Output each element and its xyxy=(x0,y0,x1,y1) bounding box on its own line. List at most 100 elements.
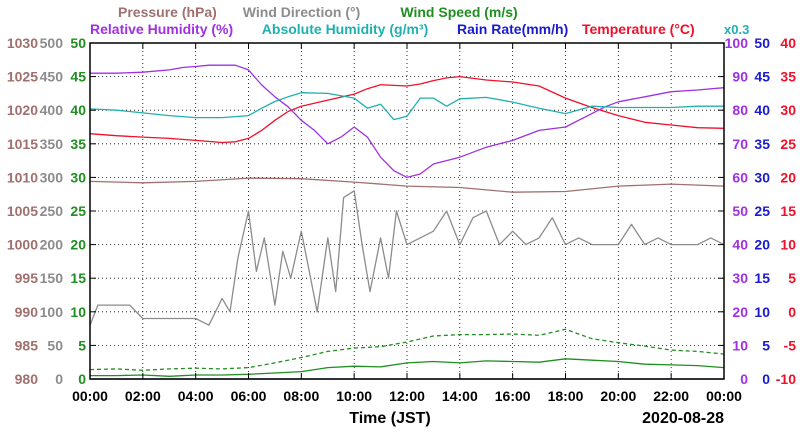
x-tick-label: 22:00 xyxy=(653,388,689,404)
wind-direction-tick-label: 400 xyxy=(40,102,64,118)
wind-speed-tick-label: 50 xyxy=(70,35,86,51)
temperature-tick-label: 15 xyxy=(780,203,796,219)
temperature-tick-label: 30 xyxy=(780,102,796,118)
wind-direction-tick-label: 500 xyxy=(40,35,64,51)
wind-direction-tick-label: 0 xyxy=(55,371,63,387)
x-tick-label: 06:00 xyxy=(231,388,267,404)
wind-direction-tick-label: 100 xyxy=(40,304,64,320)
humidity-tick-label: 90 xyxy=(732,69,748,85)
wind-speed-tick-label: 5 xyxy=(78,337,86,353)
temperature-tick-label: 5 xyxy=(788,270,796,286)
pressure-tick-label: 990 xyxy=(15,304,39,320)
temperature-tick-label: 10 xyxy=(780,237,796,253)
humidity-tick-label: 20 xyxy=(732,304,748,320)
legend-note: x0.3 xyxy=(724,22,749,37)
legend: Pressure (hPa) Wind Direction (°) Wind Spe… xyxy=(90,4,749,37)
rain-rate-tick-label: 45 xyxy=(754,69,770,85)
rain-rate-tick-label: 25 xyxy=(754,203,770,219)
pressure-tick-label: 985 xyxy=(15,337,39,353)
humidity-tick-label: 10 xyxy=(732,337,748,353)
rain-rate-tick-label: 15 xyxy=(754,270,770,286)
wind-speed-tick-label: 40 xyxy=(70,102,86,118)
wind-direction-tick-label: 50 xyxy=(47,337,63,353)
relative-humidity-line xyxy=(90,64,725,179)
pressure-hpa-line xyxy=(89,177,725,193)
temperature-tick-label: 35 xyxy=(780,69,796,85)
humidity-tick-label: 0 xyxy=(740,371,748,387)
wind-direction-tick-label: 300 xyxy=(40,169,64,185)
temperature-tick-label: -5 xyxy=(784,337,797,353)
wind-speed-tick-label: 45 xyxy=(70,69,86,85)
axis-tick-labels: 1030102510201015101010051000995990985980… xyxy=(7,35,796,404)
temperature-tick-label: -10 xyxy=(776,371,796,387)
temperature-tick-label: 0 xyxy=(788,304,796,320)
wind-speed-tick-label: 25 xyxy=(70,203,86,219)
legend-item: Temperature (°C) xyxy=(582,21,695,37)
grid-lines xyxy=(90,43,724,379)
x-tick-label: 04:00 xyxy=(178,388,214,404)
humidity-tick-label: 30 xyxy=(732,270,748,286)
temperature-c-line xyxy=(89,75,725,144)
legend-item: Wind Speed (m/s) xyxy=(400,4,517,20)
x-tick-label: 12:00 xyxy=(389,388,425,404)
x-tick-label: 18:00 xyxy=(548,388,584,404)
temperature-tick-label: 25 xyxy=(780,136,796,152)
x-tick-label: 08:00 xyxy=(283,388,319,404)
rain-rate-tick-label: 10 xyxy=(754,304,770,320)
humidity-tick-label: 70 xyxy=(732,136,748,152)
wind-direction-tick-label: 150 xyxy=(40,270,64,286)
wind-direction-tick-label: 450 xyxy=(40,69,64,85)
rain-rate-tick-label: 20 xyxy=(754,237,770,253)
pressure-tick-label: 1015 xyxy=(7,136,38,152)
x-tick-label: 00:00 xyxy=(706,388,742,404)
wind-speed-tick-label: 35 xyxy=(70,136,86,152)
wind-speed-tick-label: 20 xyxy=(70,237,86,253)
legend-item: Rain Rate(mm/h) xyxy=(457,21,568,37)
wind-direction-tick-label: 350 xyxy=(40,136,64,152)
wind-speed-tick-label: 15 xyxy=(70,270,86,286)
humidity-tick-label: 80 xyxy=(732,102,748,118)
pressure-tick-label: 1005 xyxy=(7,203,38,219)
pressure-tick-label: 1010 xyxy=(7,169,38,185)
rain-rate-tick-label: 40 xyxy=(754,102,770,118)
wind-direction-tick-label: 200 xyxy=(40,237,64,253)
axis-ticks xyxy=(89,42,725,380)
rain-rate-tick-label: 0 xyxy=(762,371,770,387)
pressure-tick-label: 995 xyxy=(15,270,39,286)
humidity-tick-label: 40 xyxy=(732,237,748,253)
pressure-tick-label: 1025 xyxy=(7,69,38,85)
pressure-tick-label: 980 xyxy=(15,371,39,387)
humidity-tick-label: 60 xyxy=(732,169,748,185)
wind-speed-gust-m-s-line xyxy=(89,328,725,371)
legend-item: Wind Direction (°) xyxy=(243,4,360,20)
wind-speed-tick-label: 0 xyxy=(78,371,86,387)
legend-item: Absolute Humidity (g/m³) xyxy=(262,21,428,37)
wind-direction-tick-label: 250 xyxy=(40,203,64,219)
rain-rate-tick-label: 30 xyxy=(754,169,770,185)
x-tick-label: 16:00 xyxy=(495,388,531,404)
temperature-tick-label: 20 xyxy=(780,169,796,185)
humidity-tick-label: 50 xyxy=(732,203,748,219)
wind-speed-tick-label: 10 xyxy=(70,304,86,320)
pressure-tick-label: 1000 xyxy=(7,237,38,253)
x-tick-label: 02:00 xyxy=(125,388,161,404)
x-tick-label: 10:00 xyxy=(336,388,372,404)
humidity-tick-label: 100 xyxy=(725,35,749,51)
x-tick-label: 20:00 xyxy=(600,388,636,404)
rain-rate-tick-label: 50 xyxy=(754,35,770,51)
temperature-tick-label: 40 xyxy=(780,35,796,51)
legend-item: Pressure (hPa) xyxy=(118,4,217,20)
pressure-tick-label: 1030 xyxy=(7,35,38,51)
pressure-tick-label: 1020 xyxy=(7,102,38,118)
rain-rate-tick-label: 5 xyxy=(762,337,770,353)
wind-speed-tick-label: 30 xyxy=(70,169,86,185)
x-axis-title: Time (JST) xyxy=(349,410,431,427)
absolute-humidity-g-m-line xyxy=(89,92,724,121)
wind-direction-line xyxy=(89,190,725,326)
date-label: 2020-08-28 xyxy=(642,410,724,427)
rain-rate-tick-label: 35 xyxy=(754,136,770,152)
legend-item: Relative Humidity (%) xyxy=(90,21,233,37)
x-tick-label: 14:00 xyxy=(442,388,478,404)
x-tick-label: 00:00 xyxy=(72,388,108,404)
